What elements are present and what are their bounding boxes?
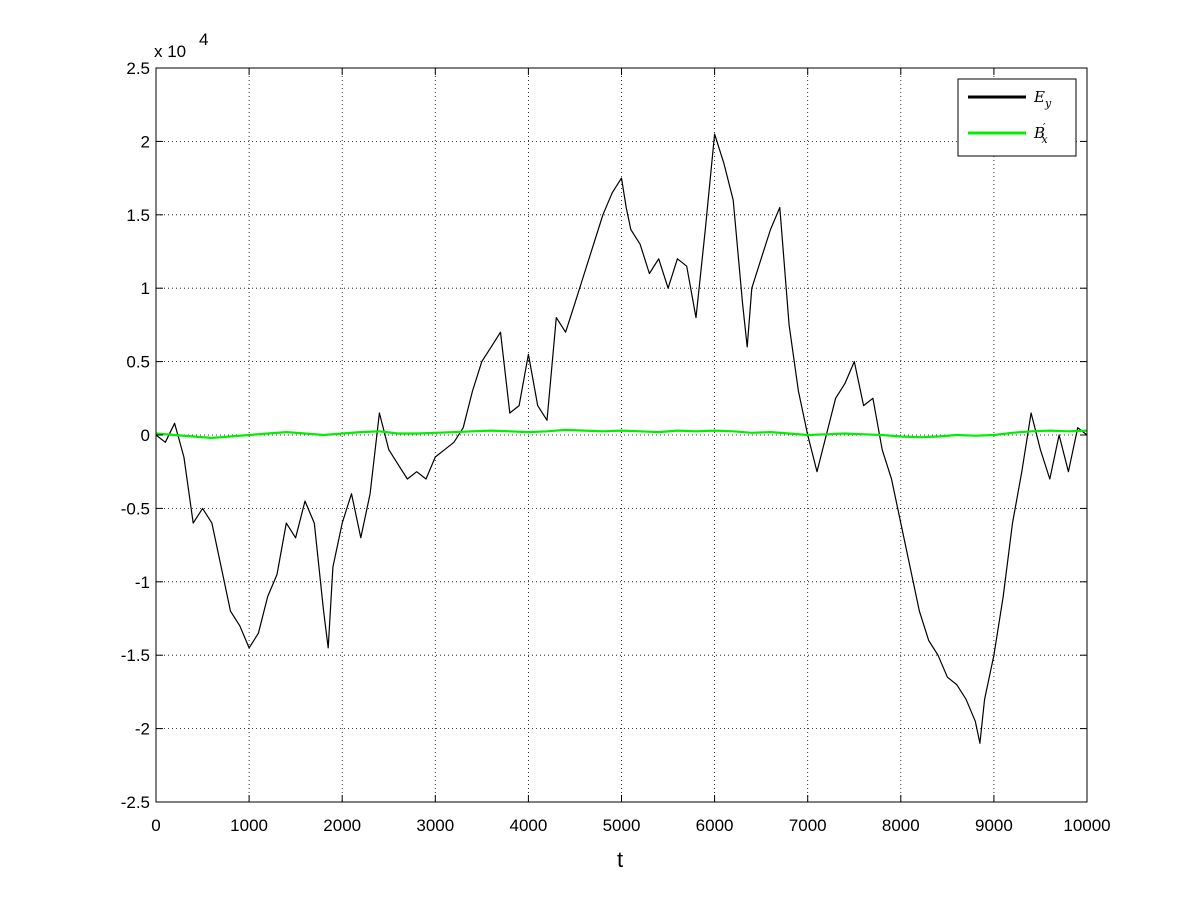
y-tick-label: 2 [141,132,150,151]
y-tick-labels: -2.5 -2 -1.5 -1 -0.5 0 0.5 1 1.5 2 2.5 [121,59,150,812]
x-tick-label: 1000 [230,816,268,835]
x-tick-label: 4000 [509,816,547,835]
legend-box [957,78,1077,157]
legend-item-b-x-prime: B′ x [968,121,1049,146]
legend-label-e-y-main: E [1033,88,1045,106]
legend-label-b-x-prime-sup: ′ [1043,121,1046,134]
x-tick-label: 2000 [323,816,361,835]
x-tick-label: 9000 [975,816,1013,835]
x-tick-label: 6000 [696,816,734,835]
y-tick-label: -0.5 [121,499,150,518]
legend-item-e-y: Ey [968,88,1052,110]
x-tick-label: 8000 [882,816,920,835]
x-tick-label: 5000 [603,816,641,835]
series-line-e-y [155,133,1088,744]
legend-label-e-y-sub: y [1044,97,1052,110]
x-tick-labels: 0 1000 2000 3000 4000 5000 6000 7000 8000 9000 100… [151,816,1110,835]
legend: Ey B′ x [957,78,1077,157]
legend-label-b-x-prime-sub: x [1042,133,1049,146]
y-axis-exponent: x 10 4 [154,30,208,61]
y-exponent-base: x 10 [154,42,186,61]
tick-marks [155,67,1088,803]
series-line-b-x-prime [155,428,1088,439]
y-exponent-power: 4 [199,30,208,49]
x-axis-title: t [617,847,623,872]
y-tick-label: -2 [135,720,150,739]
x-tick-label: 7000 [789,816,827,835]
legend-label-b-x-prime: B′ x [1033,121,1049,146]
x-tick-label: 10000 [1063,816,1110,835]
y-tick-label: 0 [141,426,150,445]
x-tick-label: 0 [151,816,160,835]
y-tick-label: -1.5 [121,646,150,665]
legend-label-b-x-prime-main: B [1033,124,1045,142]
y-tick-label: 1 [141,279,150,298]
y-tick-label: -1 [135,573,150,592]
series-layer [155,133,1088,744]
y-tick-label: 0.5 [126,353,150,372]
y-tick-label: 1.5 [126,206,150,225]
x-tick-label: 3000 [416,816,454,835]
y-tick-label: -2.5 [121,793,150,812]
legend-label-e-y: Ey [1033,88,1052,110]
plot-area: 0 1000 2000 3000 4000 5000 6000 7000 8000 9000 100… [121,59,1111,835]
y-tick-label: 2.5 [126,59,150,78]
